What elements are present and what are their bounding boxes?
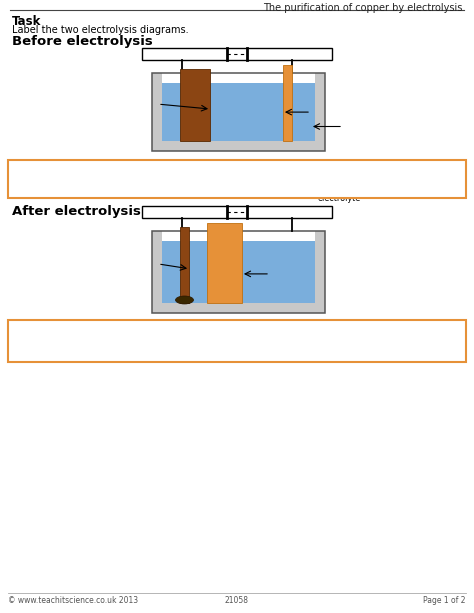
Text: impure copper
anode: impure copper anode (395, 163, 454, 183)
Text: copper anode
disappears: copper anode disappears (88, 323, 144, 343)
Bar (283, 65, 292, 141)
Bar (162, 241, 315, 303)
Bar (315, 231, 325, 313)
Text: After electrolysis: After electrolysis (12, 205, 141, 218)
Text: negative
electrode: negative electrode (172, 163, 210, 183)
Text: © www.teachitscience.co.uk 2013: © www.teachitscience.co.uk 2013 (8, 596, 138, 605)
Text: 21058: 21058 (225, 596, 249, 605)
Text: The purification of copper by electrolysis: The purification of copper by electrolys… (263, 3, 462, 13)
Text: impurities
drop to the
bottom: impurities drop to the bottom (168, 323, 213, 353)
Text: positive
electrode: positive electrode (18, 163, 56, 183)
Bar (152, 141, 325, 151)
Text: positive
electrode: positive electrode (400, 323, 438, 343)
Bar (8, 160, 466, 198)
Bar (152, 73, 162, 151)
Bar (162, 83, 315, 141)
Bar (142, 48, 332, 60)
Bar (152, 73, 325, 151)
Text: negative
electrode: negative electrode (330, 323, 368, 343)
Text: pure copper
cathode
grows larger: pure copper cathode grows larger (12, 323, 63, 353)
Text: Label the two electrolysis diagrams.: Label the two electrolysis diagrams. (12, 25, 189, 35)
Text: Task: Task (12, 15, 41, 28)
Bar (315, 73, 325, 151)
Bar (152, 231, 162, 313)
Bar (152, 231, 325, 313)
Text: pure copper
cathode: pure copper cathode (248, 163, 297, 183)
Text: battery: battery (248, 323, 277, 332)
Ellipse shape (175, 296, 193, 304)
Text: Page 1 of 2: Page 1 of 2 (423, 596, 466, 605)
Bar (180, 69, 210, 141)
Text: Before electrolysis: Before electrolysis (12, 35, 153, 48)
Bar (207, 223, 242, 303)
Bar (8, 320, 466, 362)
Text: copper
sulphate
solution
electrolyte: copper sulphate solution electrolyte (318, 163, 361, 203)
Bar (180, 227, 189, 303)
Bar (152, 303, 325, 313)
Text: battery: battery (90, 163, 119, 172)
Bar (142, 206, 332, 218)
